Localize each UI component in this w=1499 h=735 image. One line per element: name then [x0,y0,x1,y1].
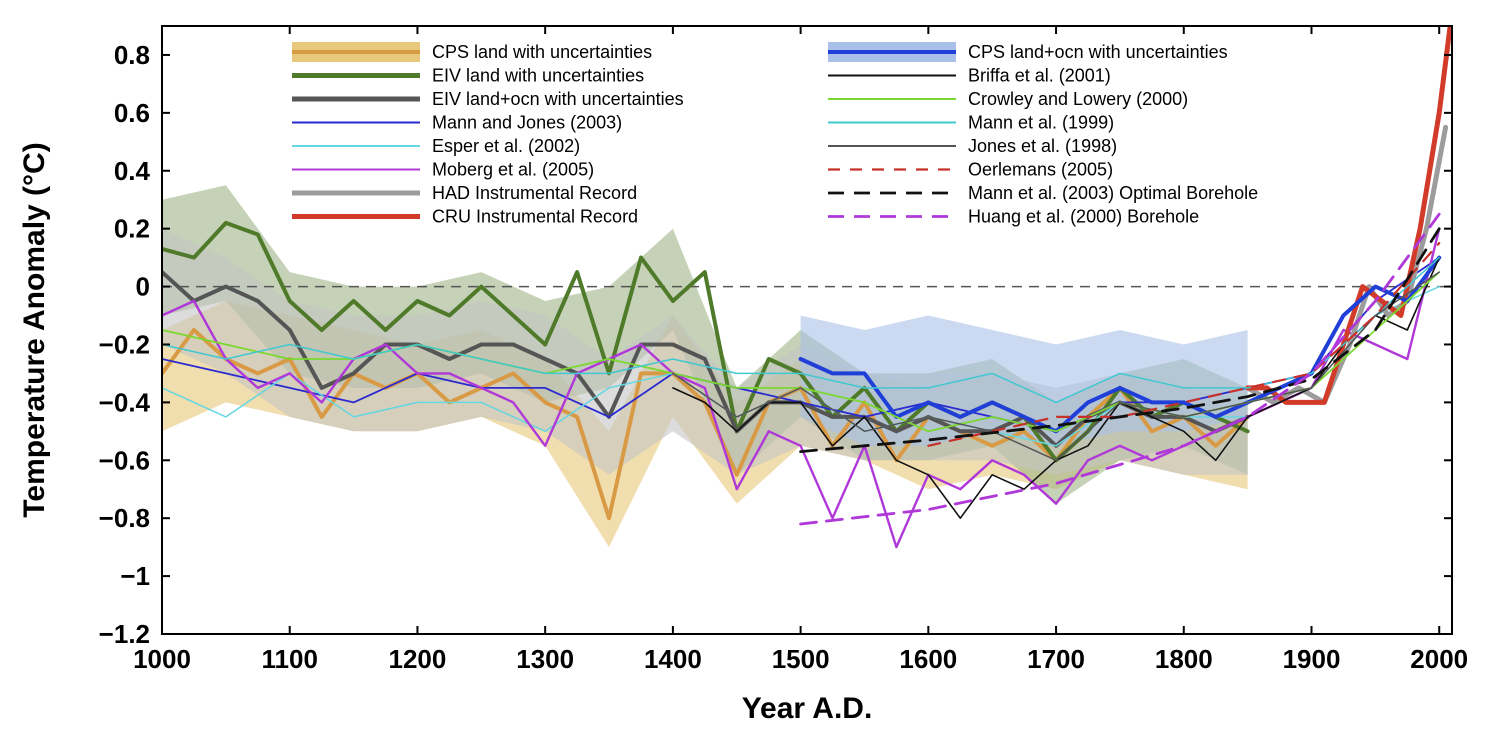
x-axis-title: Year A.D. [742,692,873,725]
y-tick-label: −0.2 [99,329,150,359]
legend-item-oerlemans-2005: Oerlemans (2005) [828,160,1113,180]
x-tick-label: 1700 [1027,644,1085,674]
legend-label: Mann et al. (2003) Optimal Borehole [968,183,1258,203]
y-tick-label: 0.2 [114,214,150,244]
x-tick-label: 1300 [516,644,574,674]
legend-item-moberg-et-al-2005: Moberg et al. (2005) [292,160,594,180]
y-tick-label: −1 [120,561,150,591]
y-tick-label: 0 [136,272,150,302]
legend-label: CPS land+ocn with uncertainties [968,42,1228,62]
legend-label: Esper et al. (2002) [432,136,580,156]
y-tick-label: −1.2 [99,619,150,649]
legend-label: Mann and Jones (2003) [432,113,622,133]
legend-item-mann-and-jones-2003: Mann and Jones (2003) [292,113,622,133]
band-cps-land-ocn-with-uncertainties-band [800,315,1248,446]
y-axis-title: Temperature Anomaly (°C) [18,142,51,517]
legend-label: CRU Instrumental Record [432,207,638,227]
legend: CPS land with uncertainties EIV land with… [292,42,1258,227]
series-mann-et-al-1999 [162,256,1440,404]
series-jones-et-al-1998 [672,271,1440,462]
x-tick-label: 1800 [1155,644,1213,674]
series-eiv-land-ocn-with-uncertainties [162,270,1250,448]
y-tick-label: 0.6 [114,98,150,128]
legend-label: Crowley and Lowery (2000) [968,89,1188,109]
y-tick-label: 0.4 [114,156,151,186]
x-tick-label: 1000 [133,644,191,674]
y-tick-label: 0.8 [114,40,150,70]
legend-label: EIV land+ocn with uncertainties [432,89,684,109]
y-axis: 0.8 0.6 0.4 0.2 0 −0.2 −0.4 −0.6 −0.8 −1 −1.2 [99,40,1452,649]
plot-frame [161,25,1453,635]
x-tick-label: 1200 [389,644,447,674]
x-tick-label: 1100 [262,644,318,674]
series-lines [162,26,1452,549]
legend-label: EIV land with uncertainties [432,66,644,86]
legend-item-mann-et-al-1999: Mann et al. (1999) [828,113,1114,133]
legend-label: HAD Instrumental Record [432,183,637,203]
y-tick-label: −0.6 [99,445,150,475]
series-cru-instrumental-record [1245,26,1452,405]
legend-label: Oerlemans (2005) [968,160,1113,180]
series-moberg-et-al-2005 [162,227,1441,549]
legend-label: Briffa et al. (2001) [968,66,1111,86]
legend-item-jones-et-al-1998: Jones et al. (1998) [828,136,1117,156]
legend-item-eiv-land-ocn-with-uncertainties: EIV land+ocn with uncertainties [292,89,684,109]
x-tick-label: 1400 [644,644,702,674]
legend-label: Jones et al. (1998) [968,136,1117,156]
legend-label: CPS land with uncertainties [432,42,652,62]
legend-item-mann-et-al-2003-optimal-borehole: Mann et al. (2003) Optimal Borehole [828,183,1258,203]
legend-item-eiv-land-with-uncertainties: EIV land with uncertainties [292,66,644,86]
legend-item-cps-land-with-uncertainties: CPS land with uncertainties [292,42,652,62]
legend-item-esper-et-al-2002: Esper et al. (2002) [292,136,580,156]
legend-label: Huang et al. (2000) Borehole [968,207,1199,227]
x-tick-label: 1900 [1283,644,1341,674]
legend-item-cru-instrumental-record: CRU Instrumental Record [292,207,638,227]
x-tick-label: 1600 [899,644,957,674]
legend-label: Moberg et al. (2005) [432,160,594,180]
legend-item-briffa-et-al-2001: Briffa et al. (2001) [828,66,1111,86]
x-tick-label: 1500 [772,644,830,674]
series-cps-land-ocn-with-uncertainties [798,255,1442,434]
legend-label: Mann et al. (1999) [968,113,1114,133]
legend-item-cps-land-ocn-with-uncertainties: CPS land+ocn with uncertainties [828,42,1228,62]
series-mann-et-al-2003-optimal-borehole [799,227,1441,454]
y-tick-label: −0.8 [99,503,150,533]
legend-item-crowley-and-lowery-2000: Crowley and Lowery (2000) [828,89,1188,109]
x-axis: 1000 1100 1200 1300 1400 1500 1600 1700 1800 1900… [133,26,1468,674]
y-tick-label: −0.4 [99,387,151,417]
legend-item-had-instrumental-record: HAD Instrumental Record [292,183,637,203]
series-huang-et-al-2000-borehole [799,212,1441,526]
series-oerlemans-2005 [927,242,1441,447]
x-tick-label: 2000 [1410,644,1468,674]
legend-item-huang-et-al-2000-borehole: Huang et al. (2000) Borehole [828,207,1199,227]
